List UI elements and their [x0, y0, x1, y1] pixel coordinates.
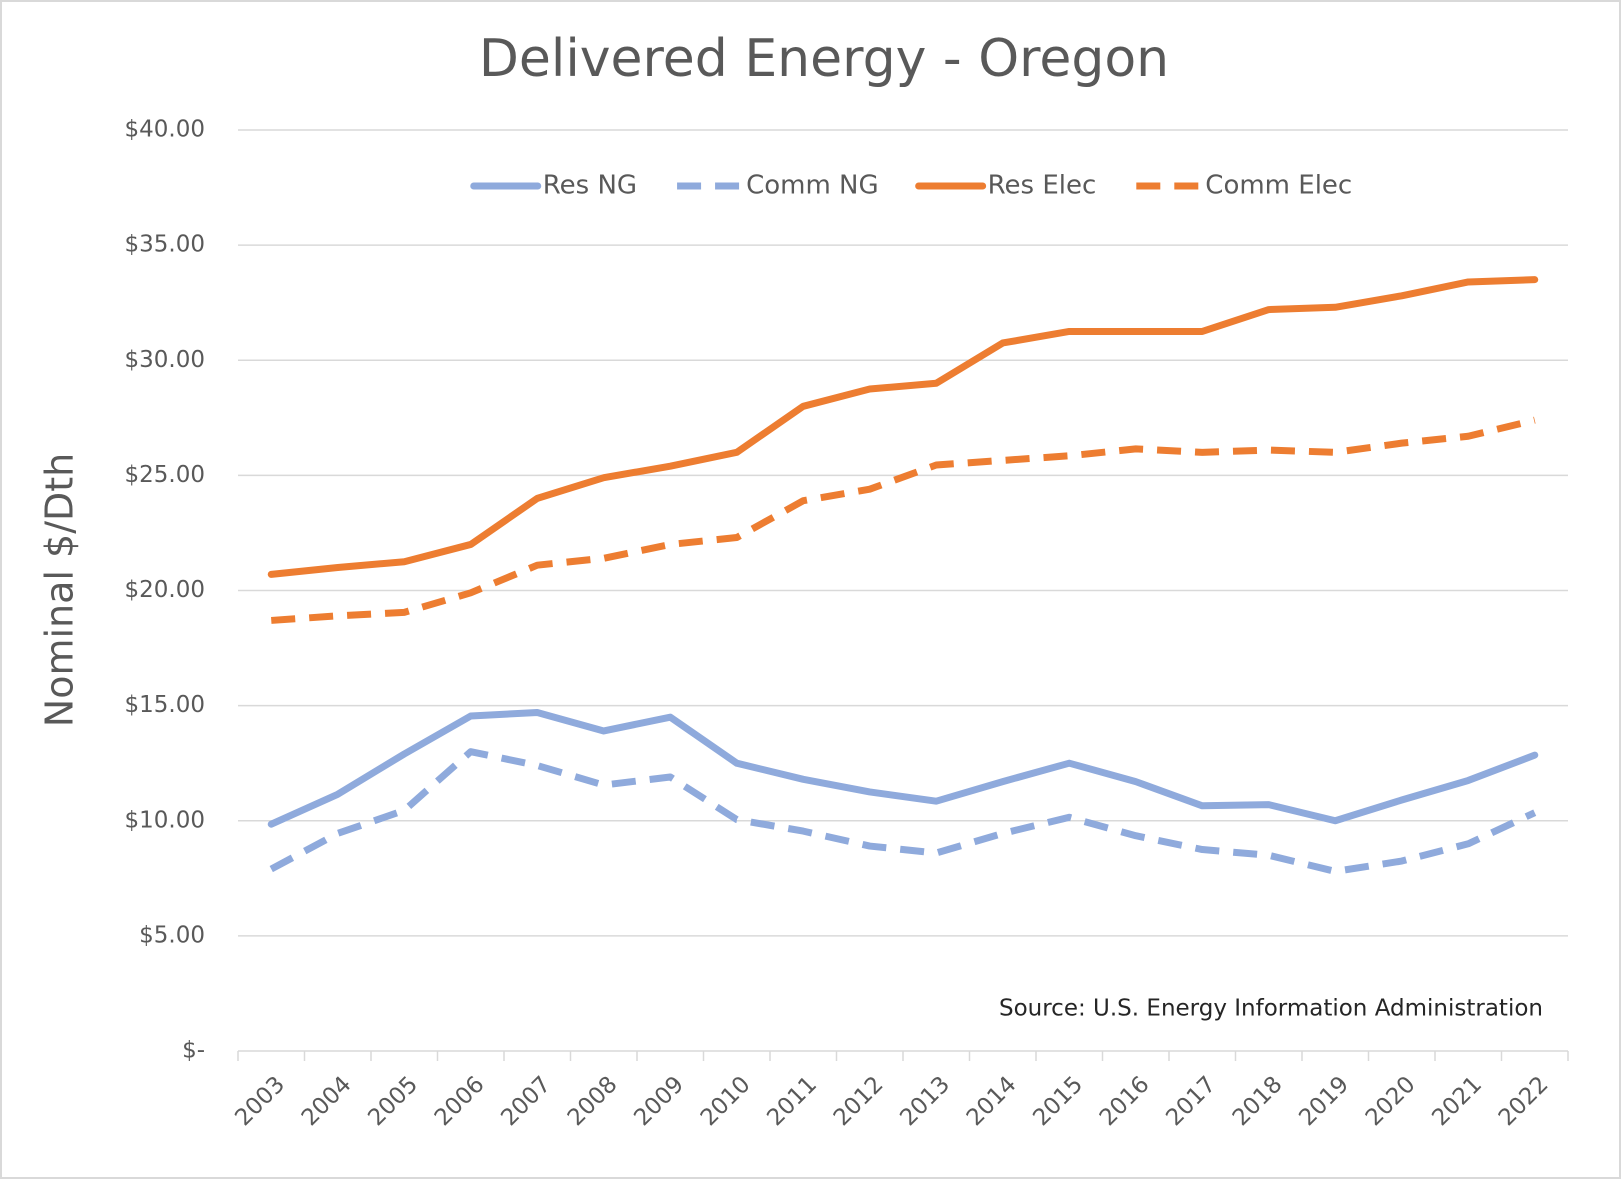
y-axis-label: Nominal $/Dth — [38, 453, 82, 727]
series-line — [269, 748, 1537, 875]
y-tick-label: $20.00 — [125, 577, 205, 603]
y-tick-label: $40.00 — [125, 117, 205, 143]
y-tick-label: $- — [182, 1038, 205, 1064]
annotation: Source: U.S. Energy Information Administ… — [999, 996, 1543, 1022]
y-tick-label: $25.00 — [125, 462, 205, 488]
legend-label: Comm NG — [746, 171, 879, 201]
y-tick-label: $30.00 — [125, 347, 205, 373]
legend-label: Res Elec — [988, 171, 1097, 201]
legend-label: Res NG — [543, 171, 637, 201]
y-tick-label: $5.00 — [139, 922, 205, 948]
legend-label: Comm Elec — [1205, 171, 1352, 201]
series-line — [267, 276, 1539, 578]
chart-title: Delivered Energy - Oregon — [479, 29, 1169, 89]
y-tick-label: $10.00 — [125, 807, 205, 833]
y-tick-label: $35.00 — [125, 232, 205, 258]
y-tick-label: $15.00 — [125, 692, 205, 718]
series-line — [267, 709, 1539, 828]
series-line — [271, 416, 1536, 624]
